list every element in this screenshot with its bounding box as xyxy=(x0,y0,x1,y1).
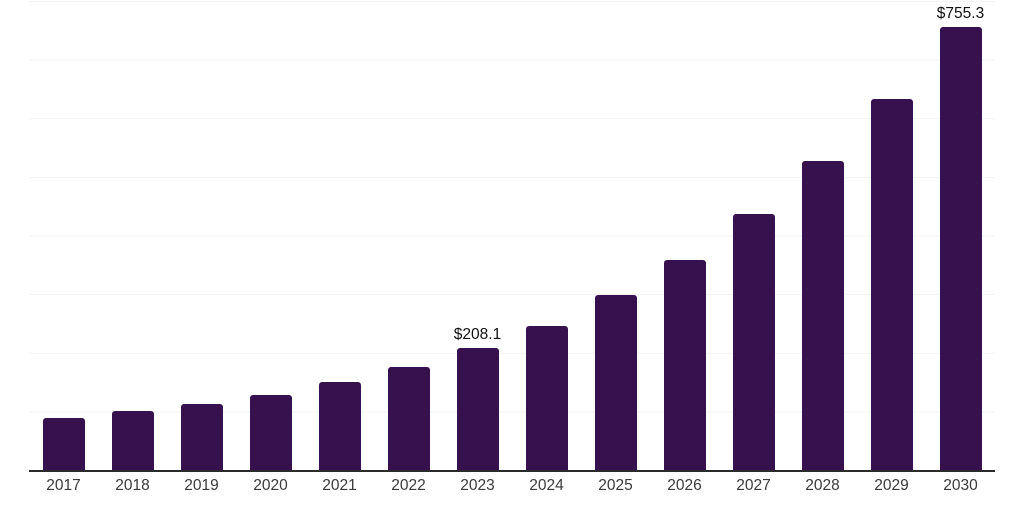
bar xyxy=(180,403,223,470)
plot-area: $208.1 $755.3 xyxy=(29,1,995,472)
x-axis-tick-label: 2020 xyxy=(253,477,288,494)
bars-container: $208.1 $755.3 xyxy=(29,1,995,470)
bar-slot xyxy=(857,1,926,470)
bar-slot: $208.1 xyxy=(443,1,512,470)
bar xyxy=(594,294,637,470)
bar-slot xyxy=(512,1,581,470)
x-axis-tick-label: 2021 xyxy=(322,477,357,494)
x-axis-tick-label: 2030 xyxy=(943,477,978,494)
bar xyxy=(249,395,292,470)
x-axis-tick-label: 2024 xyxy=(529,477,564,494)
x-axis-tick-label: 2025 xyxy=(598,477,633,494)
bar xyxy=(801,161,844,470)
bar: $755.3 xyxy=(937,5,984,470)
bar xyxy=(111,410,154,470)
bar-slot xyxy=(719,1,788,470)
bar-slot xyxy=(650,1,719,470)
bar xyxy=(42,417,85,470)
x-axis-tick-label: 2018 xyxy=(115,477,150,494)
bar xyxy=(732,213,775,470)
bar-value-label: $755.3 xyxy=(936,5,985,23)
bar xyxy=(318,381,361,470)
bar-slot: $755.3 xyxy=(926,1,995,470)
bar-slot xyxy=(29,1,98,470)
bar xyxy=(870,98,913,470)
bar-slot xyxy=(98,1,167,470)
x-axis-tick-label: 2029 xyxy=(874,477,909,494)
bar-value-label: $208.1 xyxy=(453,326,502,343)
x-axis-labels: 2017 2018 2019 2020 2021 2022 2023 2024 … xyxy=(29,477,995,495)
bar-slot xyxy=(236,1,305,470)
x-axis-tick-label: 2017 xyxy=(46,477,81,494)
x-axis-tick-label: 2028 xyxy=(805,477,840,494)
x-axis-tick-label: 2019 xyxy=(184,477,219,494)
x-axis-tick-label: 2026 xyxy=(667,477,702,494)
bar-slot xyxy=(167,1,236,470)
x-axis-tick-label: 2022 xyxy=(391,477,426,494)
bar xyxy=(663,260,706,470)
bar xyxy=(387,367,430,470)
bar-slot xyxy=(305,1,374,470)
bar: $208.1 xyxy=(454,326,501,470)
bar-slot xyxy=(788,1,857,470)
bar xyxy=(525,325,568,470)
x-axis-tick-label: 2027 xyxy=(736,477,771,494)
bar-slot xyxy=(374,1,443,470)
bar-slot xyxy=(581,1,650,470)
x-axis-tick-label: 2023 xyxy=(460,477,495,494)
